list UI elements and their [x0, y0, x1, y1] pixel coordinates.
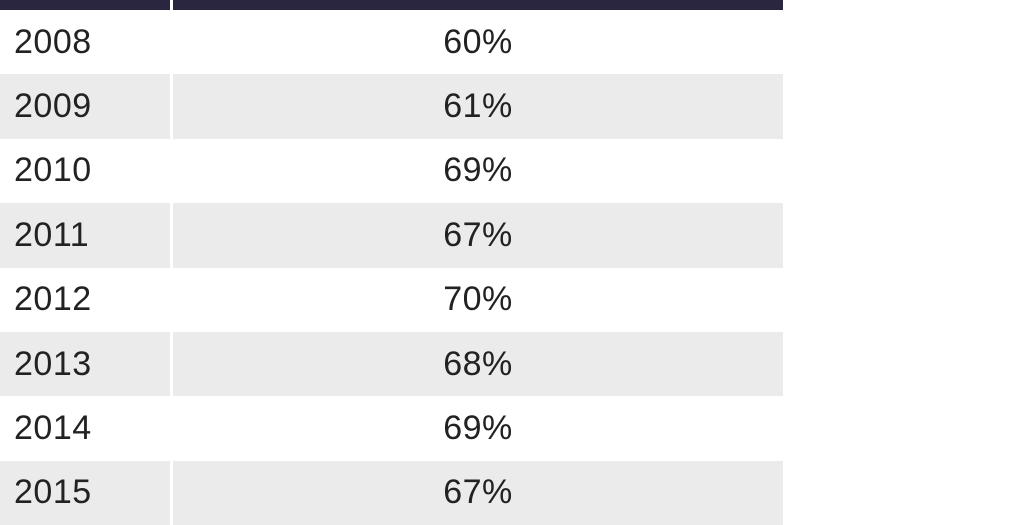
- column-divider: [170, 10, 173, 75]
- year-cell: 2014: [0, 396, 170, 461]
- year-cell: 2012: [0, 267, 170, 332]
- year-cell: 2008: [0, 10, 170, 75]
- table-row: 2015 67%: [0, 460, 783, 525]
- column-divider: [170, 267, 173, 332]
- table-row: 2011 67%: [0, 203, 783, 268]
- header-year-column: [0, 0, 170, 10]
- value-cell: 67%: [173, 460, 783, 525]
- header-value-column: [173, 0, 783, 10]
- column-divider: [170, 396, 173, 461]
- column-divider: [170, 138, 173, 204]
- year-cell: 2010: [0, 138, 170, 204]
- year-cell: 2013: [0, 331, 170, 397]
- value-cell: 69%: [173, 396, 783, 461]
- value-cell: 69%: [173, 138, 783, 204]
- value-cell: 70%: [173, 267, 783, 332]
- year-cell: 2009: [0, 74, 170, 139]
- table-row: 2012 70%: [0, 267, 783, 332]
- year-cell: 2015: [0, 460, 170, 525]
- year-cell: 2011: [0, 203, 170, 268]
- column-divider: [170, 74, 173, 139]
- table-row: 2013 68%: [0, 331, 783, 397]
- table-row: 2009 61%: [0, 74, 783, 139]
- column-divider: [170, 460, 173, 525]
- table-row: 2010 69%: [0, 138, 783, 204]
- column-divider: [170, 331, 173, 397]
- value-cell: 68%: [173, 331, 783, 397]
- table-row: 2008 60%: [0, 10, 783, 75]
- value-cell: 61%: [173, 74, 783, 139]
- data-table: 2008 60% 2009 61% 2010 69% 2011 67% 2012 70% 2013 6…: [0, 0, 783, 525]
- table-body: 2008 60% 2009 61% 2010 69% 2011 67% 2012 70% 2013 6…: [0, 10, 783, 525]
- table-row: 2014 69%: [0, 396, 783, 461]
- table-header: [0, 0, 783, 10]
- value-cell: 67%: [173, 203, 783, 268]
- header-divider: [170, 0, 173, 10]
- column-divider: [170, 203, 173, 268]
- value-cell: 60%: [173, 10, 783, 75]
